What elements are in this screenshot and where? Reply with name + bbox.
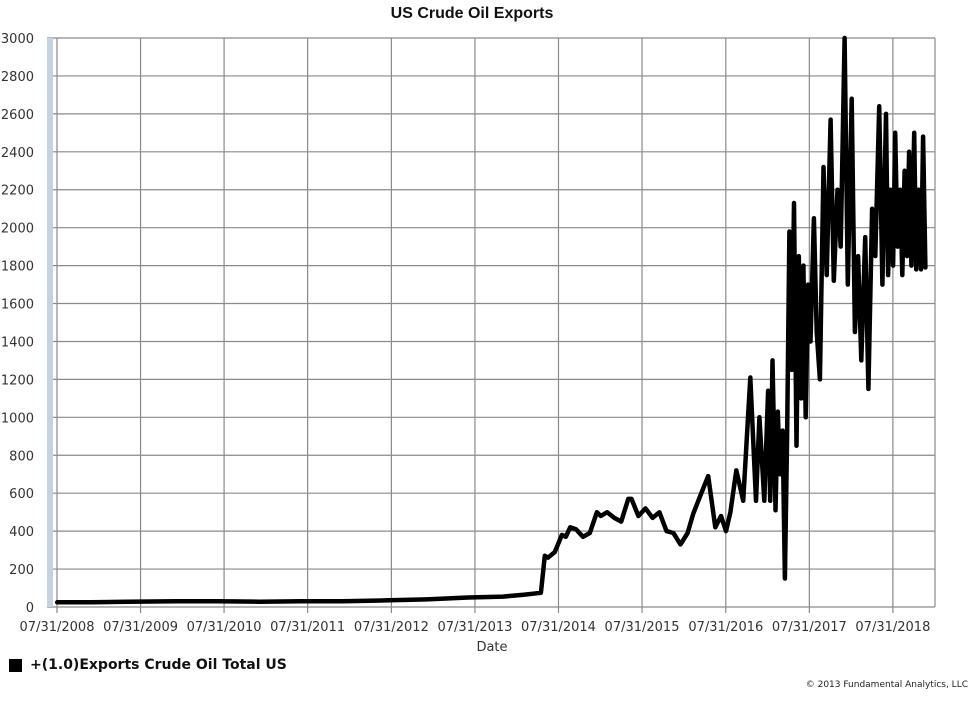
- x-tick-label: 07/31/2009: [103, 620, 178, 635]
- y-tick-label: 3000: [1, 32, 34, 47]
- x-tick-label: 07/31/2015: [605, 620, 680, 635]
- grid: [47, 37, 936, 613]
- y-tick-label: 800: [9, 449, 34, 464]
- x-tick-label: 07/31/2013: [437, 620, 512, 635]
- y-axis-ticks: 0 200 400 600 800 1000 1200 1400 1600 1800 2000 220…: [1, 32, 34, 616]
- legend: +(1.0)Exports Crude Oil Total US: [9, 657, 287, 673]
- y-tick-label: 600: [9, 487, 34, 502]
- x-tick-label: 07/31/2012: [354, 620, 429, 635]
- y-tick-label: 2200: [1, 184, 34, 199]
- y-tick-label: 200: [9, 563, 34, 578]
- x-tick-label: 07/31/2016: [688, 620, 763, 635]
- x-tick-label: 07/31/2011: [270, 620, 345, 635]
- y-tick-label: 1000: [1, 411, 34, 426]
- series-line: [54, 35, 928, 605]
- x-tick-label: 07/31/2014: [521, 620, 596, 635]
- legend-swatch: [9, 658, 22, 672]
- y-tick-label: 2800: [1, 70, 34, 85]
- chart-title: US Crude Oil Exports: [391, 5, 554, 22]
- left-axis-bar-rect: [47, 38, 53, 607]
- y-tick-label: 1800: [1, 260, 34, 275]
- legend-label: +(1.0)Exports Crude Oil Total US: [30, 657, 287, 673]
- left-axis-bar: [47, 38, 53, 607]
- y-tick-label: 400: [9, 525, 34, 540]
- y-tick-label: 0: [26, 601, 34, 616]
- x-tick-label: 07/31/2017: [772, 620, 847, 635]
- series-layer: [54, 35, 928, 605]
- y-tick-label: 2400: [1, 146, 34, 161]
- x-axis-label: Date: [476, 640, 507, 655]
- y-tick-label: 2600: [1, 108, 34, 123]
- x-axis-ticks: 07/31/2008 07/31/2009 07/31/2010 07/31/2011…: [20, 620, 931, 635]
- y-tick-label: 1400: [1, 335, 34, 350]
- x-tick-label: 07/31/2018: [855, 620, 930, 635]
- y-tick-label: 1200: [1, 373, 34, 388]
- y-tick-label: 1600: [1, 298, 34, 313]
- x-tick-label: 07/31/2010: [187, 620, 262, 635]
- x-tick-label: 07/31/2008: [20, 620, 95, 635]
- y-tick-label: 2000: [1, 222, 34, 237]
- copyright: © 2013 Fundamental Analytics, LLC: [805, 680, 968, 690]
